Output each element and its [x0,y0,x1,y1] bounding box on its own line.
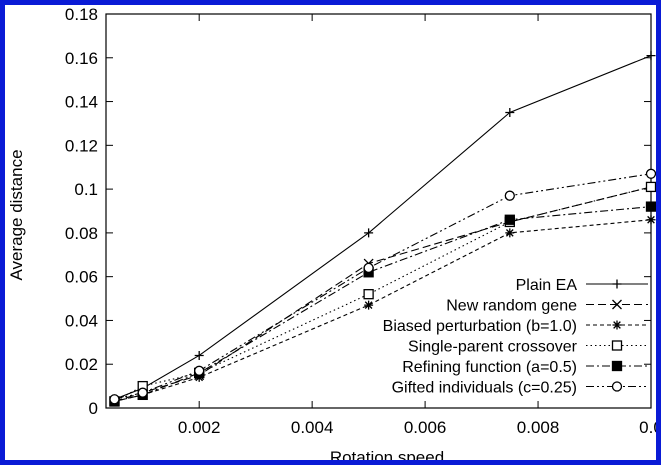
data-point-marker [109,394,120,405]
data-point-marker [194,365,205,376]
y-tick-label: 0.18 [65,5,98,24]
data-point-marker [504,190,515,201]
legend-label: Gifted individuals (c=0.25) [392,380,577,397]
y-tick-label: 0.02 [65,355,98,374]
data-point-marker [363,262,374,274]
y-tick-label: 0.1 [74,180,98,199]
data-point-marker [645,181,657,193]
data-point-marker [504,214,515,225]
series-layer [109,51,657,407]
data-point-marker [646,215,656,225]
series-line [114,206,652,402]
y-axis-ticks: 0 0.02 0.04 0.06 0.08 0.1 0.12 0.14 0.16 0.18 [65,5,651,418]
x-tick-label: 0.0 [639,418,661,437]
y-tick-label: 0.08 [65,224,98,243]
data-point-marker [645,168,657,179]
data-point-marker [646,51,656,61]
legend-label: Plain EA [516,277,578,294]
data-point-marker [612,279,622,289]
data-point-marker [612,320,622,330]
legend-label: Refining function (a=0.5) [402,359,577,376]
y-axis-label: Average distance [7,149,26,280]
data-point-marker [505,108,515,117]
legend-label: New random gene [446,298,577,315]
data-point-marker [194,350,204,360]
data-point-marker [645,201,657,212]
y-tick-label: 0.14 [65,93,98,112]
data-point-marker [611,381,623,392]
x-tick-label: 0.006 [404,418,447,437]
y-tick-label: 0.16 [65,49,98,68]
series-6 [109,168,657,405]
legend-label: Biased perturbation (b=1.0) [383,318,577,335]
data-point-marker [363,289,374,300]
y-tick-label: 0.04 [65,311,98,330]
data-point-marker [137,387,148,398]
y-tick-label: 0 [89,399,98,418]
data-point-marker [364,228,374,238]
data-point-marker [505,228,515,238]
x-tick-label: 0.008 [517,418,560,437]
x-tick-label: 0.002 [178,418,221,437]
data-point-marker [364,300,374,310]
y-tick-label: 0.06 [65,268,98,287]
legend: Plain EA New random gene Biased perturbati… [383,277,648,397]
x-tick-label: 0.004 [291,418,334,437]
data-point-marker [611,360,623,372]
y-tick-label: 0.12 [65,136,98,155]
x-axis-label: Rotation speed [330,448,444,465]
data-point-marker [611,340,623,351]
data-point-marker [612,299,622,310]
series-line [114,186,652,402]
x-axis-ticks: 0.002 0.004 0.006 0.008 0.0 [178,14,661,437]
legend-label: Single-parent crossover [408,339,578,356]
